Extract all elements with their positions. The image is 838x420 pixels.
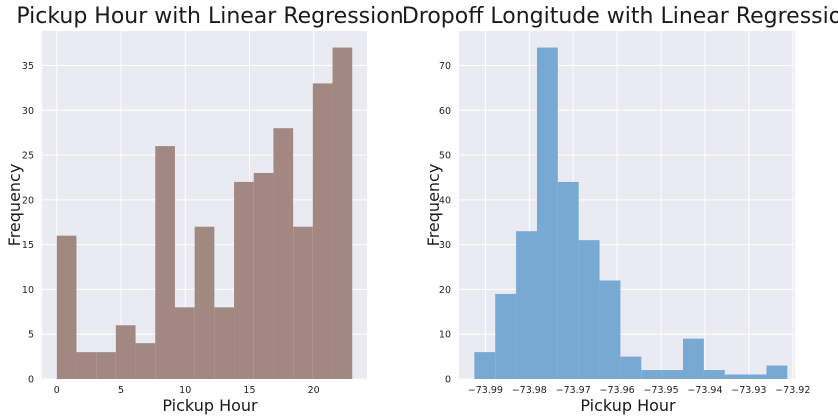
histogram-bar [56, 235, 77, 379]
histogram-bar [516, 231, 537, 379]
x-tick-label: −73.94 [687, 385, 722, 396]
y-axis-label: Frequency [5, 164, 24, 247]
histogram-bar [135, 343, 156, 379]
histogram-bar [536, 47, 558, 379]
chart-title: Pickup Hour with Linear Regression [16, 4, 403, 29]
y-axis-label: Frequency [424, 164, 443, 247]
histogram-bar [745, 374, 767, 379]
histogram-bar [234, 181, 254, 379]
histogram-bar [312, 83, 333, 379]
x-tick-label: 0 [54, 385, 60, 396]
y-tick-label: 0 [445, 375, 451, 386]
y-tick-label: 10 [22, 285, 34, 296]
y-tick-label: 60 [439, 106, 451, 117]
y-tick-label: 0 [28, 375, 34, 386]
y-tick-label: 20 [22, 195, 34, 206]
histogram-bar [293, 226, 313, 379]
histogram-bar [115, 325, 136, 379]
chart-panel-1: 0 5 10 15 20 0 5 10 15 20 25 30 35 Pickup Hour with L… [5, 4, 404, 415]
y-tick-label: 70 [439, 61, 451, 72]
histogram-bar [683, 338, 704, 379]
x-tick-label: −73.92 [775, 385, 810, 396]
y-tick-label: 40 [439, 195, 451, 206]
chart-panel-2: −73.99 −73.98 −73.97 −73.96 −73.95 −73.94 −73.… [402, 4, 838, 415]
histogram-bar [253, 172, 274, 379]
histogram-bar [155, 146, 175, 379]
y-tick-label: 30 [22, 106, 34, 117]
y-tick-label: 15 [22, 240, 34, 251]
histogram-bar [599, 280, 621, 379]
x-tick-label: 5 [118, 385, 124, 396]
histogram-bar [332, 47, 353, 379]
y-tick-label: 10 [439, 330, 451, 341]
histogram-bar [273, 128, 294, 379]
x-tick-label: −73.99 [468, 385, 503, 396]
x-tick-label: −73.95 [643, 385, 678, 396]
x-tick-label: −73.98 [512, 385, 547, 396]
histogram-bar [174, 307, 195, 379]
histogram-bar [557, 181, 579, 379]
chart-title: Dropoff Longitude with Linear Regression [402, 4, 838, 29]
histogram-bar [703, 370, 725, 379]
histogram-bar [578, 240, 600, 379]
histogram-bar [214, 307, 235, 379]
y-tick-label: 35 [22, 61, 34, 72]
histogram-bar [662, 370, 683, 379]
y-tick-label: 5 [28, 330, 34, 341]
x-tick-label: 10 [179, 385, 191, 396]
x-tick-label: 15 [243, 385, 255, 396]
x-tick-label: −73.93 [731, 385, 766, 396]
histogram-bar [620, 356, 642, 379]
histogram-bar [641, 370, 663, 379]
histogram-bar [766, 365, 788, 379]
histogram-bar [194, 226, 215, 379]
y-tick-label: 20 [439, 285, 451, 296]
x-axis-label: Pickup Hour [162, 396, 258, 415]
x-tick-label: −73.97 [556, 385, 591, 396]
histogram-bar [96, 352, 116, 379]
histogram-bar [724, 374, 746, 379]
y-tick-label: 50 [439, 151, 451, 162]
histogram-bar [474, 352, 496, 379]
histogram-bar [495, 293, 517, 379]
y-tick-label: 25 [22, 151, 34, 162]
x-axis-label: Pickup Hour [580, 396, 676, 415]
x-tick-label: −73.96 [600, 385, 635, 396]
y-tick-label: 30 [439, 240, 451, 251]
x-tick-label: 20 [308, 385, 320, 396]
histogram-bar [76, 352, 97, 379]
